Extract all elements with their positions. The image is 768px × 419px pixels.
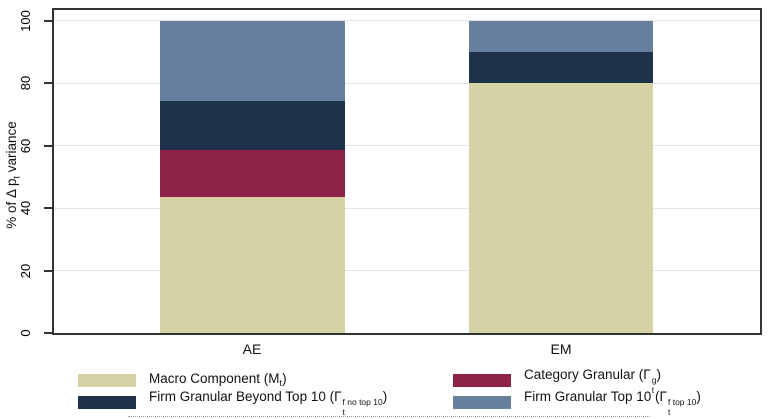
y-tick-mark [44,19,52,22]
legend-swatch [453,396,511,409]
bar-segment-em [469,83,653,333]
gridline-y80 [54,82,760,84]
y-tick-mark [44,207,52,209]
gridline-y40 [54,207,760,209]
y-tick-label: 60 [18,138,33,153]
gridline-y100 [54,20,760,21]
legend-swatch [78,374,136,387]
legend-label: Macro Component (Mt) [149,370,287,388]
bar-segment-em [469,20,653,52]
legend-label: Category Granular (Γ g t) [524,367,661,395]
x-category-label-em: EM [550,341,572,357]
legend-item: Category Granular (Γ g t) [453,367,701,394]
y-tick-label: 40 [18,200,33,216]
legend-swatch [453,374,511,387]
x-category-label-ae: AE [242,341,262,357]
legend-box-edge-line [128,416,650,417]
bar-segment-ae [160,20,345,102]
bar-em [469,10,653,333]
y-axis-title: % of Δ pt variance [3,75,22,275]
legend-item: Firm Granular Beyond Top 10 (Γ f no top 1… [78,389,453,416]
y-tick-label: 20 [18,263,33,278]
legend-item: Macro Component (Mt) [78,370,453,389]
y-tick-mark [44,82,52,84]
gridline-y20 [54,270,760,271]
bar-ae [160,10,345,333]
y-axis-title-suffix: variance [4,121,19,176]
y-tick-label: 80 [18,75,33,91]
bar-segment-ae [160,150,345,198]
chart-legend: Macro Component (Mt) Category Granular (Γ… [78,367,701,416]
legend-label-supsub: f no top 10 t [342,397,383,417]
bar-segment-ae [160,101,345,151]
legend-label-supsub: f top 10 t [667,397,697,417]
gridline-y60 [54,145,760,146]
y-tick-label: 100 [18,9,33,32]
legend-label: Firm Granular Beyond Top 10 (Γ f no top 1… [149,389,388,417]
bar-segment-ae [160,197,345,333]
y-axis-title-subscript: t [11,175,22,179]
y-tick-label: 0 [18,329,33,337]
legend-label: Firm Granular Top 10 (Γ f top 10 t) [524,389,701,417]
y-axis-title-text: % of Δ p [4,178,19,229]
legend-item: Firm Granular Top 10 (Γ f top 10 t) [453,389,701,416]
legend-swatch [78,396,136,409]
y-tick-mark [44,144,52,147]
bar-segment-em [469,51,653,83]
plot-area: AE EM 0 20 40 60 80 100 [18,8,762,357]
y-tick-mark [44,332,52,334]
y-tick-mark [44,269,52,272]
